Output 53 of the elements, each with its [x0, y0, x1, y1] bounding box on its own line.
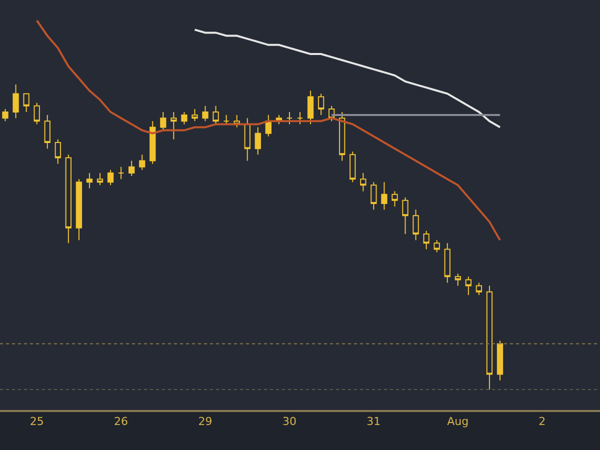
candlestick — [128, 160, 135, 177]
x-tick-label: 25 — [30, 415, 44, 428]
candlestick — [23, 93, 30, 112]
candlestick — [254, 126, 261, 156]
x-tick-label: 2 — [538, 415, 546, 428]
candlestick — [486, 285, 493, 390]
candlestick — [412, 209, 419, 241]
candlestick — [202, 105, 208, 122]
candlestick — [454, 273, 461, 286]
candlestick — [2, 108, 8, 122]
candlestick — [465, 276, 472, 296]
candlestick — [223, 114, 230, 125]
candlestick — [160, 111, 166, 131]
candlestick — [496, 340, 504, 381]
candlestick — [296, 111, 304, 125]
candlestick — [65, 154, 72, 244]
candlestick — [423, 230, 430, 250]
candlestick — [44, 114, 50, 150]
candlestick — [76, 178, 82, 241]
candlestick — [392, 190, 398, 208]
candlestick — [107, 169, 114, 186]
x-tick-label: 31 — [366, 415, 381, 428]
candlestick — [192, 108, 198, 122]
candlestick — [370, 182, 377, 210]
candlestick — [360, 172, 366, 192]
candlestick — [234, 114, 240, 128]
candlestick — [434, 240, 440, 253]
candlestick — [444, 242, 450, 284]
candlestick — [328, 105, 335, 122]
candlestick — [339, 111, 346, 162]
candlestick — [286, 111, 293, 125]
candlestick — [139, 154, 146, 170]
candlestick — [54, 138, 61, 164]
candlestick — [212, 105, 219, 125]
x-tick-label: 29 — [198, 415, 212, 428]
candlestick — [12, 84, 19, 119]
x-tick-label: 30 — [282, 415, 296, 428]
candlestick — [96, 172, 104, 186]
candlestick — [381, 182, 388, 210]
candlestick — [307, 90, 314, 125]
candlestick — [244, 118, 250, 162]
candlestick — [402, 196, 408, 234]
candlestick — [34, 102, 40, 125]
candlestick — [181, 111, 188, 125]
candlestick — [350, 151, 356, 183]
candlestick — [170, 111, 177, 140]
candlestick — [118, 166, 124, 180]
candlestick — [150, 120, 156, 164]
x-tick-label: Aug — [447, 415, 469, 428]
candlestick — [476, 282, 482, 296]
candlestick — [86, 172, 93, 189]
candlestick — [318, 93, 324, 116]
x-tick-label: 26 — [114, 415, 128, 428]
